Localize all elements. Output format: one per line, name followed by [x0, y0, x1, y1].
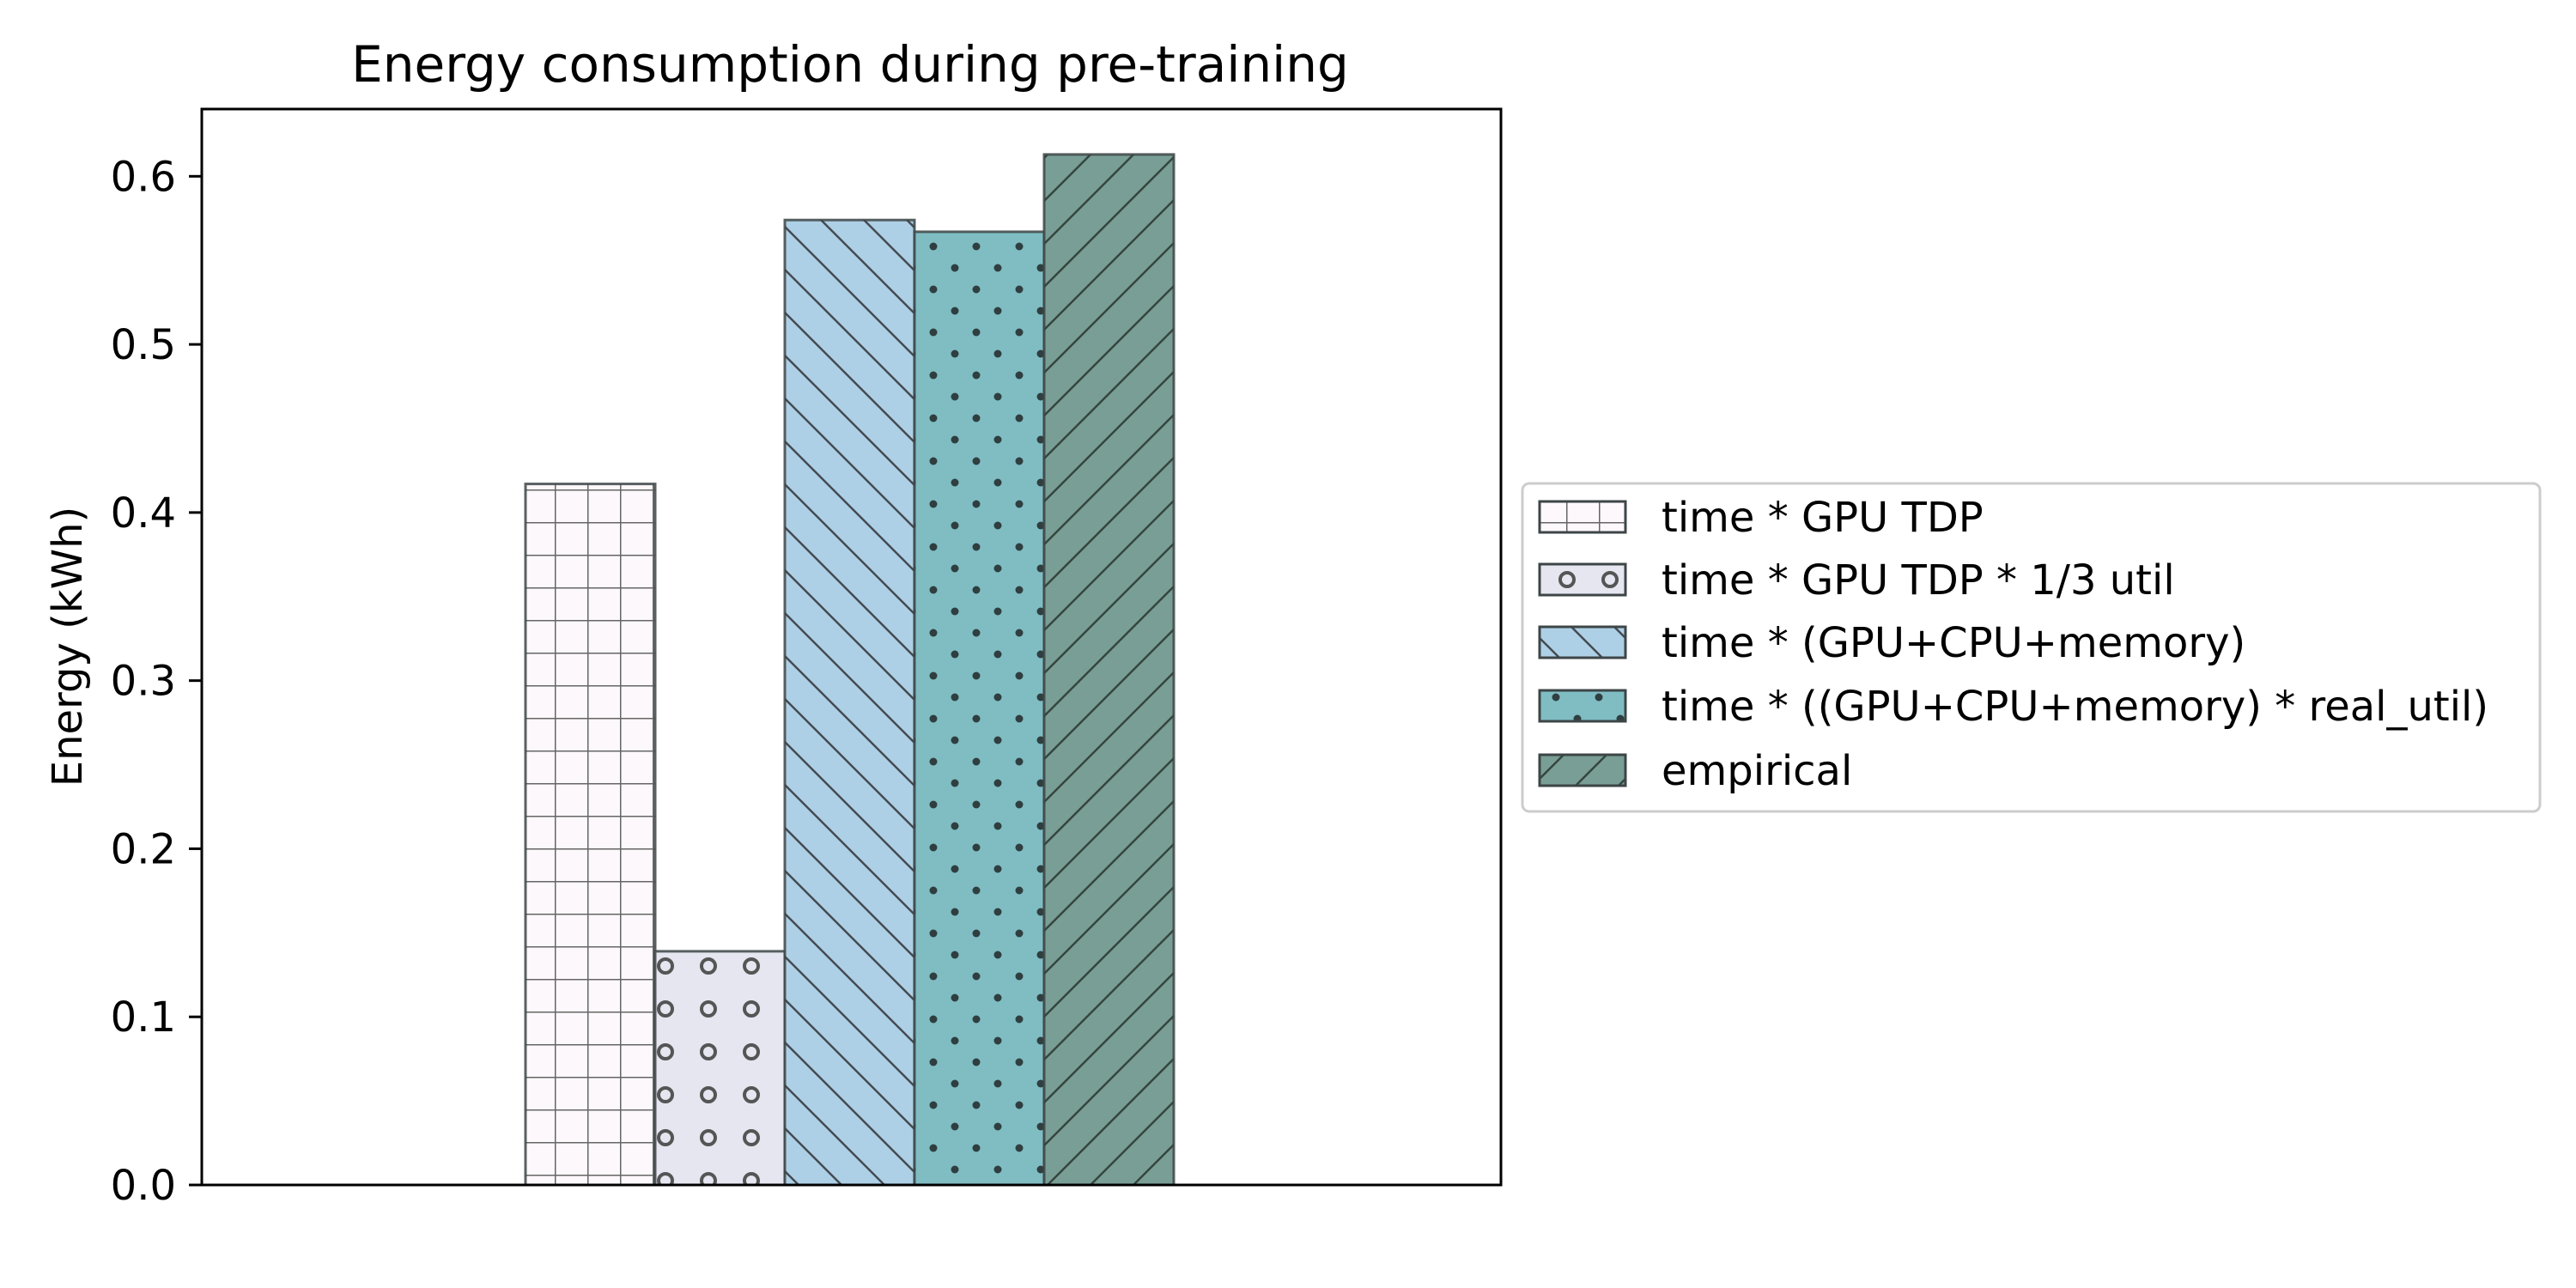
bar-hatch	[655, 951, 785, 1185]
legend-swatch-hatch	[1540, 501, 1625, 532]
legend-label: time * ((GPU+CPU+memory) * real_util)	[1662, 683, 2488, 731]
y-axis-ticks: 0.0 0.1 0.2 0.3 0.4 0.5 0.6	[111, 153, 202, 1210]
y-tick-label: 0.5	[111, 321, 176, 369]
legend-entry-1: time * GPU TDP	[1538, 494, 1984, 542]
legend-swatch-hatch	[1540, 564, 1625, 595]
legend-entry-5: empirical	[1538, 747, 1852, 795]
bar-4	[913, 230, 1046, 1187]
bar-hatch	[785, 220, 914, 1186]
legend-label: time * GPU TDP * 1/3 util	[1662, 556, 2175, 605]
legend-label: time * (GPU+CPU+memory)	[1662, 619, 2245, 667]
legend-swatch-hatch	[1540, 690, 1625, 721]
bar-3	[783, 218, 916, 1187]
y-tick-label: 0.3	[111, 658, 176, 706]
legend-label: empirical	[1662, 747, 1852, 795]
y-tick-label: 0.0	[111, 1162, 176, 1210]
legend-swatch-edge	[1538, 689, 1627, 723]
bar-1	[524, 483, 657, 1187]
y-axis-label: Energy (kWh)	[44, 507, 92, 787]
legend-swatch-edge	[1538, 753, 1627, 787]
bar-5	[1042, 153, 1176, 1187]
legend-swatch-hatch	[1540, 755, 1625, 786]
legend-swatch-edge	[1538, 625, 1627, 659]
legend-entry-4: time * ((GPU+CPU+memory) * real_util)	[1538, 683, 2488, 731]
legend: time * GPU TDP time * GPU TDP * 1/3 util t…	[1521, 482, 2542, 813]
plot-frame	[200, 107, 1503, 1187]
legend-swatch-hatch	[1540, 627, 1625, 658]
legend-frame	[1521, 482, 2542, 813]
legend-entry-2: time * GPU TDP * 1/3 util	[1538, 556, 2175, 605]
legend-entry-3: time * (GPU+CPU+memory)	[1538, 619, 2245, 667]
legend-entries: time * GPU TDP time * GPU TDP * 1/3 util t…	[1538, 494, 2488, 795]
legend-swatch-edge	[1538, 562, 1627, 597]
legend-label: time * GPU TDP	[1662, 494, 1984, 542]
bar-2	[653, 950, 787, 1187]
y-tick-label: 0.1	[111, 993, 176, 1042]
y-tick-label: 0.6	[111, 153, 176, 201]
bar-hatch	[914, 231, 1044, 1186]
y-tick-label: 0.4	[111, 489, 176, 538]
bars-layer	[524, 153, 1176, 1187]
chart-title: Energy consumption during pre-training	[351, 35, 1349, 94]
bar-hatch	[526, 483, 655, 1185]
bar-hatch	[1044, 154, 1174, 1185]
y-tick-label: 0.2	[111, 825, 176, 873]
legend-swatch-edge	[1538, 500, 1627, 534]
